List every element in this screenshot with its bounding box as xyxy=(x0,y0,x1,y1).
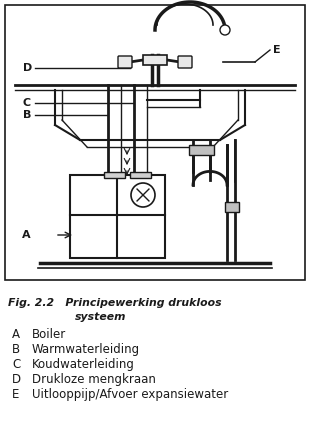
Text: E: E xyxy=(273,45,281,55)
Bar xyxy=(225,202,239,212)
Text: B: B xyxy=(23,110,31,120)
Text: C: C xyxy=(12,358,20,371)
Bar xyxy=(143,55,167,65)
Text: Fig. 2.2   Principewerking drukloos: Fig. 2.2 Principewerking drukloos xyxy=(8,298,222,308)
Text: D: D xyxy=(12,373,21,386)
Text: Uitlooppijp/Afvoer expansiewater: Uitlooppijp/Afvoer expansiewater xyxy=(32,388,228,401)
Text: E: E xyxy=(12,388,19,401)
Text: B: B xyxy=(12,343,20,356)
Circle shape xyxy=(220,25,230,35)
Bar xyxy=(70,175,165,258)
Text: C: C xyxy=(23,98,31,108)
Bar xyxy=(5,5,305,280)
Bar xyxy=(104,172,125,178)
Text: Warmwaterleiding: Warmwaterleiding xyxy=(32,343,140,356)
Circle shape xyxy=(131,183,155,207)
FancyBboxPatch shape xyxy=(178,56,192,68)
Text: D: D xyxy=(23,63,33,73)
Text: systeem: systeem xyxy=(75,312,126,322)
Text: Boiler: Boiler xyxy=(32,328,66,341)
Bar xyxy=(189,145,214,155)
Text: A: A xyxy=(22,230,30,240)
Text: A: A xyxy=(12,328,20,341)
FancyBboxPatch shape xyxy=(118,56,132,68)
Text: Drukloze mengkraan: Drukloze mengkraan xyxy=(32,373,156,386)
Bar xyxy=(130,172,151,178)
Text: Koudwaterleiding: Koudwaterleiding xyxy=(32,358,135,371)
